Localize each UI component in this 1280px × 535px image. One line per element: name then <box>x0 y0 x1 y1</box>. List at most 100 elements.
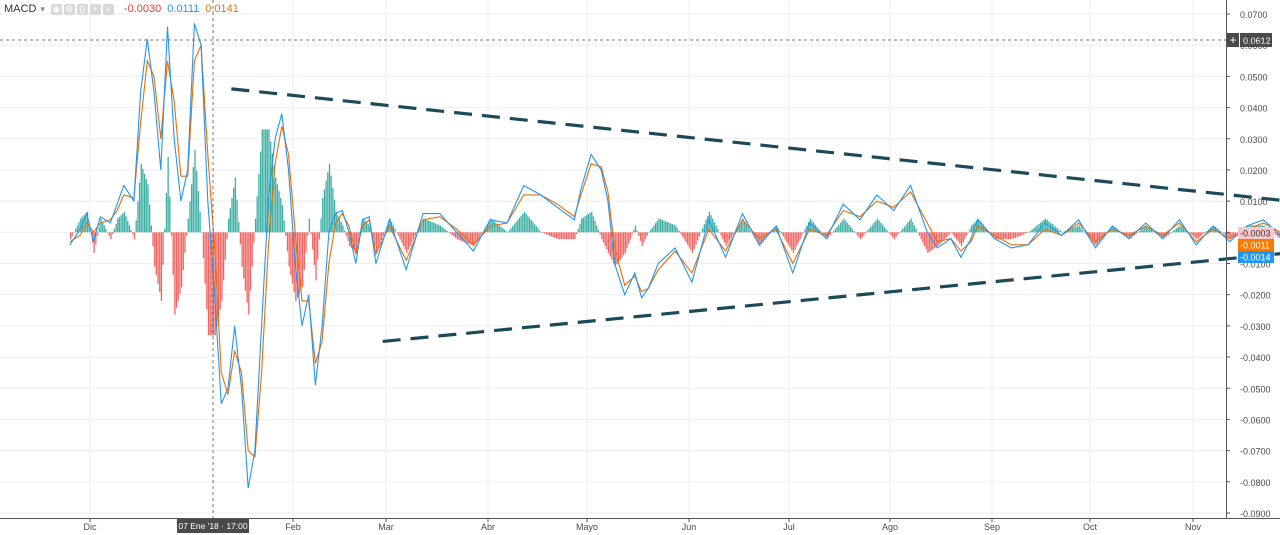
histogram-bar <box>1275 232 1277 236</box>
histogram-bar <box>666 222 669 233</box>
histogram-bar <box>967 232 969 233</box>
histogram-bar <box>1174 229 1176 233</box>
histogram-bar <box>325 180 327 233</box>
histogram-bar <box>229 208 231 233</box>
histogram-bar <box>283 220 285 233</box>
histogram-bar <box>1213 225 1215 233</box>
histogram-bar <box>296 232 299 298</box>
source-icon[interactable]: {} <box>76 3 88 15</box>
close-icon[interactable]: × <box>102 3 114 15</box>
histogram-bar <box>1189 232 1191 234</box>
histogram-bar <box>140 163 142 233</box>
histogram-bar <box>270 141 272 233</box>
histogram-bar <box>691 232 694 253</box>
histogram-bar <box>750 232 753 233</box>
histogram-bar <box>443 228 445 233</box>
histogram-bar <box>184 232 186 253</box>
add-icon[interactable]: + <box>89 3 101 15</box>
histogram-bar <box>120 215 122 233</box>
histogram-bar <box>745 224 748 233</box>
histogram-bar <box>579 223 581 233</box>
histogram-bar <box>389 218 391 233</box>
histogram-bar <box>142 168 144 233</box>
gear-icon[interactable]: ⚙ <box>63 3 75 15</box>
macd-line <box>69 23 1280 489</box>
histogram-bar <box>705 219 707 233</box>
histogram-bar <box>1179 225 1181 233</box>
crosshair-price-bg <box>1240 33 1272 47</box>
histogram-bar <box>997 232 1000 240</box>
histogram-bar <box>501 228 504 233</box>
histogram-bar <box>902 228 904 233</box>
histogram-bar <box>481 232 484 233</box>
histogram-bar <box>999 232 1001 240</box>
y-tick-label: -0.0300 <box>1240 322 1271 332</box>
histogram-bar <box>298 232 300 295</box>
histogram-bar <box>796 232 798 247</box>
histogram-bar <box>819 230 821 233</box>
histogram-bar <box>1044 218 1047 233</box>
histogram-bar <box>530 219 532 233</box>
histogram-bar <box>802 232 805 233</box>
histogram-bar <box>996 232 998 240</box>
histogram-bar <box>209 232 211 336</box>
histogram-bar <box>628 232 630 244</box>
histogram-bar <box>976 220 978 233</box>
histogram-bar <box>839 222 842 233</box>
histogram-bar <box>893 232 895 240</box>
histogram-bar <box>525 213 527 233</box>
histogram-bar <box>876 218 879 233</box>
histogram-bar <box>192 167 195 233</box>
histogram-bar <box>1070 228 1072 233</box>
histogram-bar <box>365 222 368 233</box>
histogram-bar <box>189 201 191 233</box>
histogram-bar <box>957 232 959 242</box>
histogram-bar <box>1157 232 1159 236</box>
histogram-bar <box>1164 232 1166 238</box>
histogram-bar <box>542 232 544 233</box>
histogram-bar <box>233 187 235 233</box>
histogram-bar <box>441 226 443 233</box>
histogram-bar <box>436 224 438 233</box>
histogram-bar <box>429 221 432 233</box>
histogram-bar <box>93 232 95 253</box>
histogram-bar <box>797 232 800 243</box>
histogram-bar <box>639 232 642 241</box>
histogram-bar <box>596 225 598 233</box>
histogram-bar <box>567 232 569 240</box>
histogram-bar <box>1024 232 1027 234</box>
histogram-bar <box>342 225 344 233</box>
histogram-bar <box>127 220 129 233</box>
histogram-bar <box>132 232 134 235</box>
histogram-bar <box>1206 230 1208 233</box>
histogram-bar <box>377 232 379 249</box>
histogram-bar <box>288 232 290 267</box>
histogram-bar <box>106 232 109 233</box>
histogram-bar <box>965 232 968 236</box>
chevron-down-icon[interactable]: ▾ <box>40 3 45 14</box>
histogram-bar <box>1073 227 1075 233</box>
histogram-bar <box>239 232 242 245</box>
histogram-bar <box>456 232 458 240</box>
histogram-bar <box>1056 228 1059 233</box>
histogram-bar <box>1184 229 1186 233</box>
histogram-bar <box>1194 232 1196 238</box>
histogram-bar <box>498 225 500 233</box>
histogram-bar <box>1224 232 1227 236</box>
histogram-bar <box>300 232 302 291</box>
eye-icon[interactable]: ◉ <box>50 3 62 15</box>
histogram-bar <box>76 225 79 233</box>
histogram-bar <box>337 215 339 233</box>
histogram-bar <box>1031 229 1033 233</box>
histogram-bar <box>673 224 675 233</box>
histogram-bar <box>693 232 695 249</box>
price-tag-label: -0.0003 <box>1240 229 1271 239</box>
histogram-bar <box>888 232 890 233</box>
histogram-bar <box>1162 232 1164 240</box>
histogram-bar <box>875 220 877 233</box>
histogram-bar <box>937 232 939 247</box>
histogram-bar <box>844 220 847 233</box>
histogram-bar <box>439 225 442 233</box>
histogram-bar <box>150 225 152 233</box>
